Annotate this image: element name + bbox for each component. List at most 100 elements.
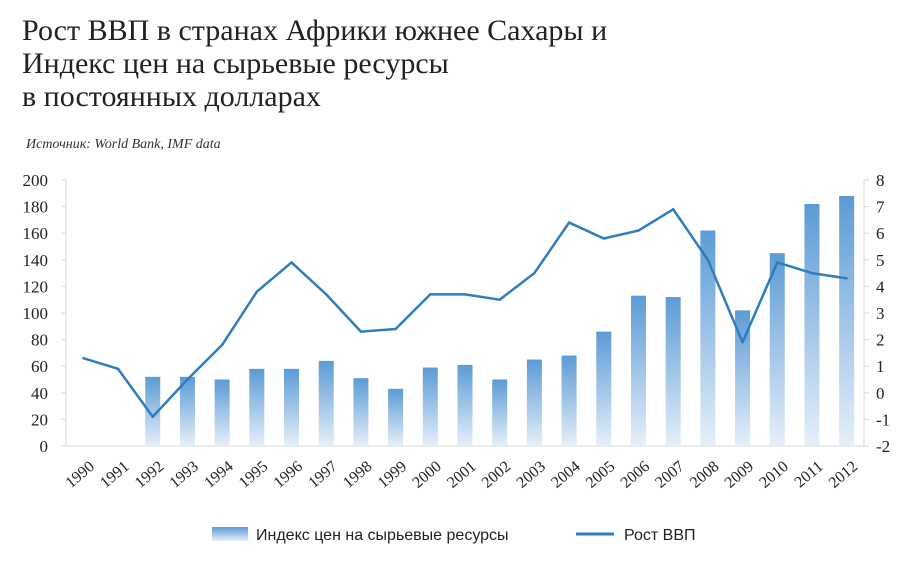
line-point-2012 — [845, 277, 848, 280]
x-tick-label: 1993 — [167, 458, 202, 492]
x-tick-label: 1996 — [271, 458, 306, 492]
left-tick-label: 180 — [23, 198, 49, 217]
bar-2010 — [769, 253, 785, 446]
line-point-1990 — [82, 357, 85, 360]
line-point-1997 — [325, 293, 328, 296]
line-point-2007 — [671, 208, 675, 211]
right-tick-label: 0 — [876, 384, 885, 403]
x-tick-label: 1999 — [375, 458, 410, 492]
x-tick-label: 1992 — [132, 458, 167, 492]
x-tick-label: 2003 — [514, 458, 549, 492]
x-tick-label: 2008 — [687, 458, 722, 492]
left-tick-label: 40 — [31, 384, 48, 403]
bar-1999 — [388, 388, 404, 446]
bar-2002 — [492, 379, 508, 446]
chart-title: Рост ВВП в странах Африки южнее Сахары и… — [22, 14, 882, 113]
source-note: Источник: World Bank, IMF data — [26, 137, 221, 152]
x-tick-label: 2011 — [792, 458, 827, 491]
bar-1994 — [214, 379, 230, 446]
x-tick-label: 1997 — [305, 458, 340, 492]
legend-label-line: Рост ВВП — [624, 527, 695, 544]
bar-2003 — [526, 359, 542, 446]
bar-2009 — [735, 310, 751, 446]
x-tick-label: 1990 — [62, 458, 97, 492]
right-tick-label: -2 — [876, 437, 890, 456]
x-tick-label: 2005 — [583, 458, 618, 492]
line-series — [82, 208, 848, 418]
left-tick-label: 120 — [23, 277, 49, 296]
right-axis: -2 -1 0 1 2 3 4 5 6 7 8 — [864, 171, 890, 456]
bar-1997 — [318, 360, 334, 446]
x-tick-label: 2007 — [652, 458, 687, 492]
bar-2011 — [804, 203, 820, 446]
x-tick-label: 2002 — [479, 458, 514, 492]
line-point-1992 — [151, 415, 154, 418]
x-tick-label: 2000 — [409, 458, 444, 492]
x-tick-label: 1995 — [236, 458, 271, 492]
x-axis: 1990 1991 1992 1993 1994 1995 1996 1997 1998 1999… — [62, 458, 861, 492]
left-tick-label: 100 — [23, 304, 49, 323]
left-tick-label: 140 — [23, 251, 49, 270]
title-line-1: Рост ВВП в странах Африки южнее Сахары и — [22, 14, 608, 47]
right-tick-label: -1 — [876, 410, 890, 429]
line-point-2009 — [741, 341, 744, 344]
line-point-1991 — [116, 367, 120, 371]
line-point-1996 — [290, 261, 293, 264]
legend-swatch-bars — [212, 527, 248, 541]
bar-2006 — [630, 295, 646, 446]
x-tick-label: 1998 — [340, 458, 375, 492]
left-tick-label: 60 — [31, 357, 48, 376]
right-tick-label: 3 — [876, 304, 885, 323]
left-tick-label: 20 — [31, 410, 48, 429]
x-tick-label: 2012 — [826, 458, 861, 492]
line-point-2006 — [637, 229, 640, 232]
left-tick-label: 0 — [40, 437, 49, 456]
bar-1995 — [249, 368, 265, 446]
bars-series — [145, 195, 855, 446]
legend-label-bars: Индекс цен на сырьевые ресурсы — [256, 527, 509, 544]
line-point-2005 — [602, 237, 605, 240]
right-tick-label: 2 — [876, 331, 885, 350]
right-tick-label: 6 — [876, 224, 885, 243]
legend: Индекс цен на сырьевые ресурсы Рост ВВП — [212, 527, 695, 544]
x-tick-label: 2006 — [618, 458, 653, 492]
line-point-1999 — [394, 327, 397, 331]
right-tick-label: 8 — [876, 171, 885, 190]
title-line-2: Индекс цен на сырьевые ресурсы — [22, 47, 449, 80]
left-axis: 0 20 40 60 80 100 120 140 160 180 200 — [23, 171, 66, 456]
line-point-2011 — [810, 271, 814, 275]
line-point-1995 — [255, 290, 259, 293]
line-point-2010 — [776, 261, 779, 264]
line-point-1998 — [359, 330, 363, 333]
line-point-2000 — [429, 293, 432, 296]
line-point-2002 — [498, 298, 501, 301]
x-tick-label: 2009 — [722, 458, 757, 492]
left-tick-label: 200 — [23, 171, 49, 190]
x-tick-label: 2010 — [756, 458, 791, 492]
bar-1993 — [179, 376, 195, 446]
bar-1992 — [145, 376, 161, 446]
bar-2000 — [422, 367, 438, 446]
x-tick-label: 2001 — [444, 458, 479, 492]
bar-2001 — [457, 364, 473, 446]
bar-2007 — [665, 297, 681, 446]
line-point-2003 — [533, 271, 536, 275]
right-tick-label: 7 — [876, 198, 885, 217]
left-tick-label: 160 — [23, 224, 49, 243]
right-tick-label: 5 — [876, 251, 885, 270]
bar-2008 — [700, 230, 716, 446]
x-tick-label: 2004 — [548, 458, 583, 492]
line-point-2008 — [706, 258, 710, 261]
bar-1998 — [353, 378, 369, 446]
bar-1996 — [284, 368, 300, 446]
line-point-1993 — [186, 378, 189, 381]
x-tick-label: 1994 — [201, 458, 236, 492]
line-point-2001 — [463, 293, 467, 296]
right-tick-label: 4 — [876, 277, 885, 296]
title-line-3: в постоянных долларах — [22, 80, 321, 113]
bar-2012 — [839, 195, 855, 446]
x-tick-label: 1991 — [97, 458, 132, 492]
line-point-2004 — [567, 221, 571, 224]
bar-2005 — [596, 331, 612, 446]
